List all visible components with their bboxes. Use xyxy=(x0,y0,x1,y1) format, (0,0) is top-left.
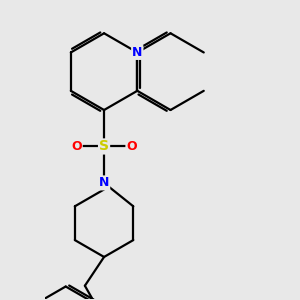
Text: O: O xyxy=(71,140,82,153)
Text: S: S xyxy=(99,140,109,154)
Text: O: O xyxy=(126,140,137,153)
Text: N: N xyxy=(99,176,109,189)
Text: N: N xyxy=(132,46,142,59)
